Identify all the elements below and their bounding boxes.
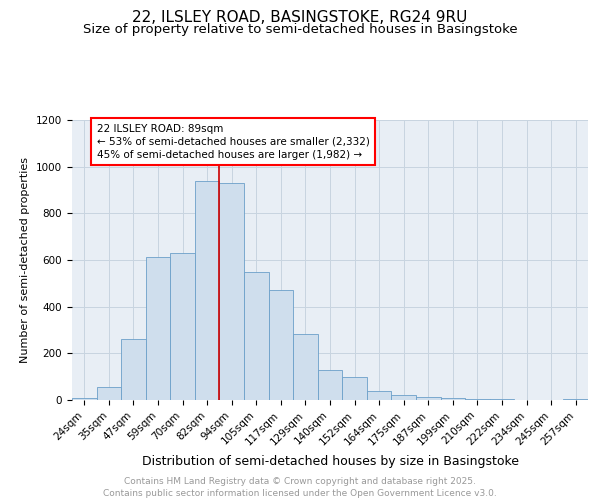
Bar — [391, 396, 416, 400]
Text: 22 ILSLEY ROAD: 89sqm
← 53% of semi-detached houses are smaller (2,332)
45% of s: 22 ILSLEY ROAD: 89sqm ← 53% of semi-deta… — [97, 124, 370, 160]
Bar — [72, 398, 97, 400]
Bar — [440, 398, 465, 400]
Text: Size of property relative to semi-detached houses in Basingstoke: Size of property relative to semi-detach… — [83, 22, 517, 36]
Text: Contains public sector information licensed under the Open Government Licence v3: Contains public sector information licen… — [103, 488, 497, 498]
Bar — [220, 183, 244, 400]
Bar — [170, 253, 195, 400]
Bar — [293, 334, 318, 400]
Bar — [367, 390, 391, 400]
Bar — [269, 290, 293, 400]
Bar — [146, 256, 170, 400]
Bar — [342, 376, 367, 400]
Text: Contains HM Land Registry data © Crown copyright and database right 2025.: Contains HM Land Registry data © Crown c… — [124, 477, 476, 486]
Bar — [97, 387, 121, 400]
Bar — [563, 399, 588, 400]
Bar — [121, 340, 146, 400]
X-axis label: Distribution of semi-detached houses by size in Basingstoke: Distribution of semi-detached houses by … — [142, 455, 518, 468]
Y-axis label: Number of semi-detached properties: Number of semi-detached properties — [20, 157, 31, 363]
Text: 22, ILSLEY ROAD, BASINGSTOKE, RG24 9RU: 22, ILSLEY ROAD, BASINGSTOKE, RG24 9RU — [133, 10, 467, 25]
Bar — [465, 399, 490, 400]
Bar — [318, 370, 342, 400]
Bar — [416, 396, 440, 400]
Bar — [195, 180, 220, 400]
Bar — [244, 272, 269, 400]
